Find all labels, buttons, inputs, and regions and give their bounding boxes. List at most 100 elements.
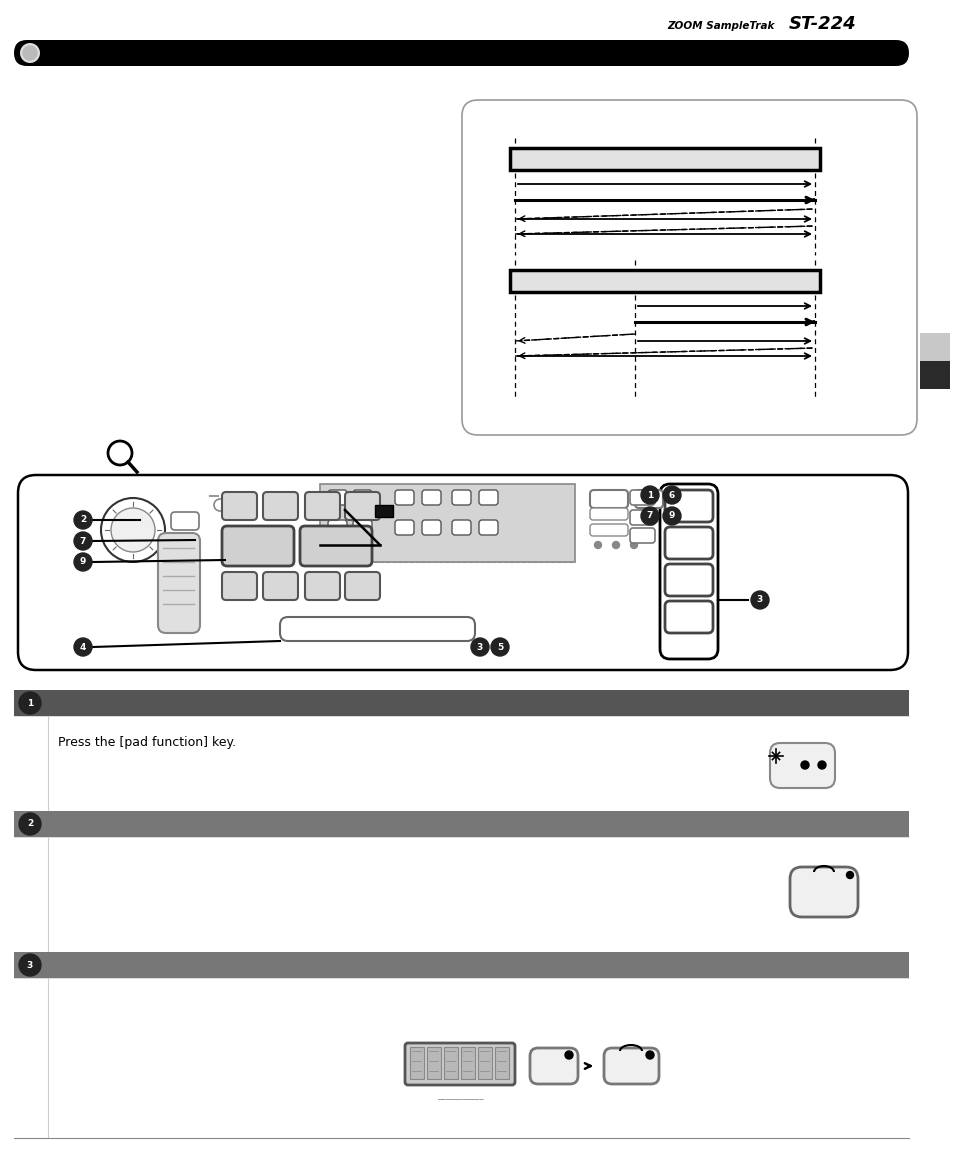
Bar — [919, 361, 949, 389]
FancyBboxPatch shape — [345, 572, 379, 600]
Circle shape — [108, 442, 132, 465]
FancyBboxPatch shape — [299, 526, 372, 566]
Bar — [14, 837, 908, 952]
FancyBboxPatch shape — [629, 510, 655, 524]
Bar — [460, 1047, 475, 1079]
Circle shape — [491, 638, 509, 656]
Circle shape — [612, 542, 618, 549]
Circle shape — [750, 591, 768, 609]
FancyBboxPatch shape — [305, 572, 339, 600]
Bar — [427, 1047, 440, 1079]
FancyBboxPatch shape — [395, 491, 414, 505]
Text: ___________: ___________ — [436, 1091, 483, 1100]
Bar — [510, 270, 820, 292]
FancyBboxPatch shape — [18, 475, 907, 670]
Circle shape — [801, 762, 808, 769]
Text: 9: 9 — [668, 512, 675, 521]
Circle shape — [74, 552, 91, 571]
Text: Press the [pad function] key.: Press the [pad function] key. — [58, 736, 236, 749]
Circle shape — [74, 512, 91, 529]
Text: 3: 3 — [756, 596, 762, 605]
Circle shape — [19, 813, 41, 835]
Text: 7: 7 — [80, 536, 86, 545]
FancyBboxPatch shape — [405, 1043, 515, 1085]
FancyBboxPatch shape — [14, 40, 908, 67]
Text: 3: 3 — [27, 960, 33, 969]
Circle shape — [111, 508, 154, 552]
Circle shape — [19, 691, 41, 714]
FancyBboxPatch shape — [589, 508, 627, 520]
FancyBboxPatch shape — [263, 572, 297, 600]
FancyBboxPatch shape — [629, 491, 655, 505]
Circle shape — [640, 486, 659, 505]
FancyBboxPatch shape — [664, 564, 712, 596]
FancyBboxPatch shape — [421, 491, 440, 505]
FancyBboxPatch shape — [353, 491, 372, 505]
Bar — [495, 1047, 509, 1079]
Circle shape — [594, 542, 601, 549]
Bar — [14, 978, 908, 1138]
FancyBboxPatch shape — [478, 520, 497, 535]
FancyBboxPatch shape — [222, 526, 294, 566]
FancyBboxPatch shape — [171, 512, 199, 530]
Text: 2: 2 — [80, 515, 86, 524]
FancyBboxPatch shape — [635, 491, 662, 508]
FancyBboxPatch shape — [328, 520, 347, 535]
Text: 5: 5 — [497, 642, 502, 652]
Bar — [919, 333, 949, 361]
Circle shape — [564, 1051, 573, 1059]
FancyBboxPatch shape — [452, 520, 471, 535]
Bar — [14, 690, 908, 716]
Bar — [410, 1047, 423, 1079]
FancyBboxPatch shape — [353, 520, 372, 535]
FancyBboxPatch shape — [345, 492, 379, 520]
Circle shape — [101, 498, 165, 562]
FancyBboxPatch shape — [659, 484, 718, 659]
FancyBboxPatch shape — [395, 520, 414, 535]
FancyBboxPatch shape — [328, 491, 347, 505]
Text: ZOOM SampleTrak: ZOOM SampleTrak — [666, 21, 778, 32]
FancyBboxPatch shape — [769, 743, 834, 788]
FancyBboxPatch shape — [478, 491, 497, 505]
Text: 7: 7 — [646, 512, 653, 521]
FancyBboxPatch shape — [629, 528, 655, 543]
Circle shape — [19, 954, 41, 976]
FancyBboxPatch shape — [280, 617, 475, 641]
Text: 2: 2 — [27, 820, 33, 828]
Text: 1: 1 — [646, 491, 653, 500]
Bar — [375, 505, 393, 517]
Bar — [14, 811, 908, 837]
Circle shape — [817, 762, 825, 769]
Text: 4: 4 — [80, 642, 86, 652]
Text: 9: 9 — [80, 557, 86, 566]
Circle shape — [640, 507, 659, 524]
Bar — [510, 148, 820, 171]
FancyBboxPatch shape — [452, 491, 471, 505]
Text: ST-224: ST-224 — [787, 15, 855, 33]
Bar — [14, 716, 908, 811]
FancyBboxPatch shape — [603, 1048, 659, 1084]
Circle shape — [471, 638, 489, 656]
FancyBboxPatch shape — [664, 491, 712, 522]
FancyBboxPatch shape — [664, 527, 712, 559]
Text: 3: 3 — [476, 642, 482, 652]
FancyBboxPatch shape — [789, 867, 857, 917]
FancyBboxPatch shape — [158, 533, 200, 633]
Bar — [14, 952, 908, 978]
FancyBboxPatch shape — [222, 572, 256, 600]
Circle shape — [630, 542, 637, 549]
Bar — [443, 1047, 457, 1079]
Circle shape — [20, 43, 40, 63]
Circle shape — [645, 1051, 654, 1059]
FancyBboxPatch shape — [530, 1048, 578, 1084]
Circle shape — [662, 486, 680, 505]
FancyBboxPatch shape — [589, 491, 627, 508]
FancyBboxPatch shape — [461, 100, 916, 434]
FancyBboxPatch shape — [263, 492, 297, 520]
Circle shape — [213, 499, 226, 512]
FancyBboxPatch shape — [589, 524, 627, 536]
Circle shape — [74, 531, 91, 550]
Circle shape — [662, 507, 680, 524]
Bar — [319, 484, 575, 562]
Circle shape — [845, 871, 853, 878]
